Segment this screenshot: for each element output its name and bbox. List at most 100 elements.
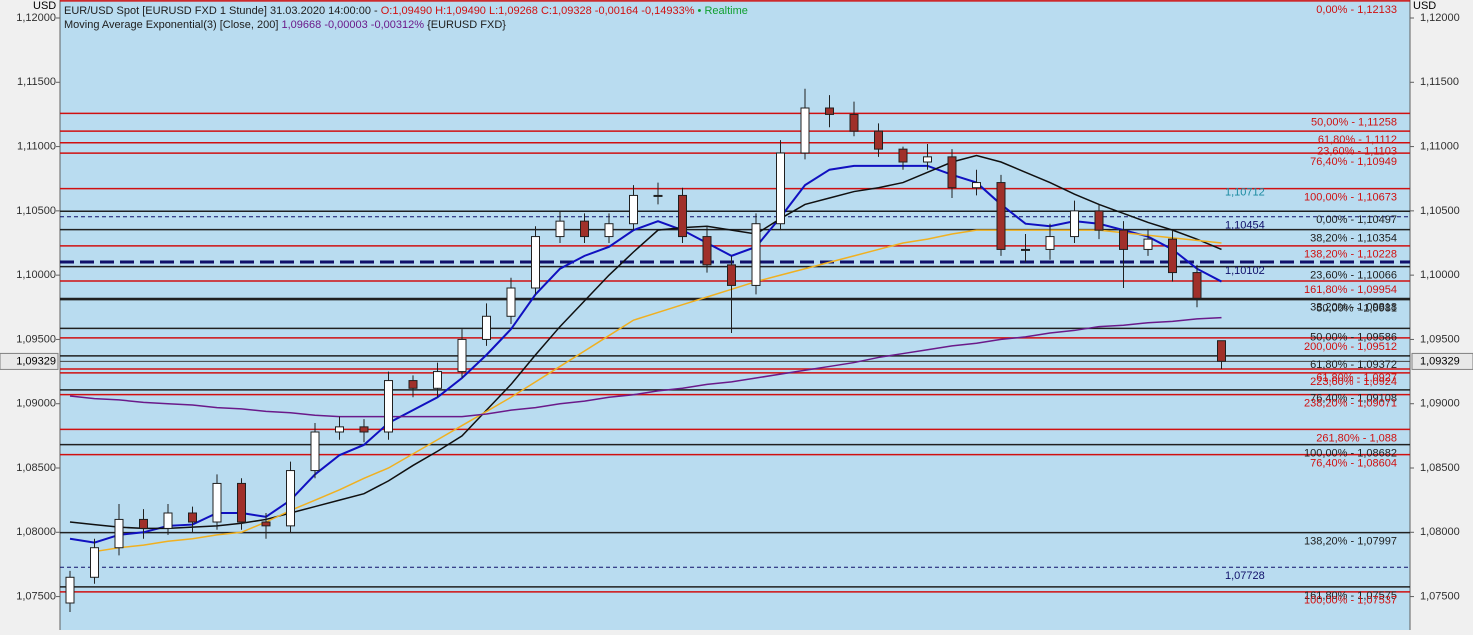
y-tick-label-left: 1,11000 [17,140,56,152]
candle-body [727,264,736,286]
indicator-source: {EURUSD FXD} [427,19,506,31]
candle-body [482,315,491,340]
candle-body [653,194,663,197]
price-tag-right [1411,352,1473,370]
y-tick-label-right: 1,10500 [1420,205,1460,217]
candle-body [580,220,589,238]
y-tick-label-left: 1,10000 [16,269,56,281]
level-label: 261,80% - 1,088 [1316,432,1397,444]
level-label: 50,00% - 1,09586 [1310,331,1397,343]
level-label: 76,40% - 1,08604 [1310,458,1397,470]
level-label: 100,00% - 1,07537 [1304,595,1397,607]
candle-body [286,470,295,527]
level-label: 23,60% - 1,10066 [1310,270,1397,282]
candle-body [433,371,442,389]
candle-body [923,156,932,163]
labels: 0,00% - 1,12133 50,00% - 1,11258 61,80% - … [1225,4,1397,607]
level-label: 138,20% - 1,10228 [1304,249,1397,261]
candle-body [531,236,540,289]
indicators [69,154,1222,553]
header-line-1: EUR/USD Spot [EURUSD FXD 1 Stunde] 31.03… [64,5,748,17]
price-tag-right-label: 1,09329 [1420,355,1460,367]
level-label: 0,00% - 1,12133 [1316,4,1397,16]
indicator-line [94,229,1222,553]
candle-body [188,512,197,523]
level-label: 238,20% - 1,09071 [1304,397,1397,409]
candle-body [261,521,271,527]
annotation-label: 1,10102 [1225,265,1265,277]
candle-body [90,547,99,578]
y-tick-label-right: 1,11500 [1420,76,1459,88]
level-label: 76,40% - 1,10949 [1310,156,1397,168]
unit-label-right: USD [1413,0,1436,12]
header-line-2: Moving Average Exponential(3) [Close, 20… [64,19,506,31]
levels [56,0,1414,598]
candle-body [139,518,148,529]
candle-body [702,236,712,266]
y-tick-label-right: 1,07500 [1420,590,1460,602]
candle-body [506,287,516,317]
annotation-label: 1,10712 [1225,187,1265,199]
candle-body [237,482,246,523]
candle-body [1070,210,1079,238]
candle-body [604,223,614,238]
level-label: 61,80% - 1,09372 [1310,359,1397,371]
candles [65,88,1226,612]
candle-body [898,148,908,163]
y-tick-label-right: 1,10000 [1420,269,1460,281]
candle-body [1217,340,1226,362]
unit-label-left: USD [33,0,56,12]
candle-body [212,482,222,523]
candle-body [972,182,981,189]
candle-body [1094,210,1104,231]
candle-body [947,156,957,189]
candle-body [800,107,810,154]
y-tick-label-right: 1,09500 [1420,333,1460,345]
annotation-label: 1,07728 [1225,570,1265,582]
y-tick-label-right: 1,08500 [1420,462,1460,474]
candle-body [114,518,124,549]
level-label: 161,80% - 1,07575 [1304,590,1397,602]
level-label: 50,00% - 1,11258 [1311,116,1397,128]
symbol: EUR/USD Spot [EURUSD FXD 1 Stunde] 31.03… [64,5,378,17]
candle-body [996,182,1006,250]
candle-body [555,220,565,238]
indicator-line [69,316,1222,418]
price-tag-left-label: 1,09329 [16,355,56,367]
y-tick-label-right: 1,11000 [1420,140,1459,152]
ohlc: O:1,09490 H:1,09490 L:1,09268 C:1,09328 … [381,5,695,17]
indicator-values: 1,09668 -0,00003 -0,00312% [282,19,425,31]
y-tick-label-left: 1,11500 [17,76,56,88]
candle-body [163,512,173,529]
price-tag-left [0,352,59,370]
level-label: 23,60% - 1,1103 [1317,146,1397,158]
y-tick-label-left: 1,08500 [16,462,56,474]
indicator: Moving Average Exponential(3) [Close, 20… [64,19,278,31]
level-label: 223,60% - 1,0924 [1310,376,1397,388]
candle-body [310,431,320,472]
candle-body [1119,229,1128,250]
candle-body [849,113,859,132]
level-label: 100,00% - 1,10673 [1304,192,1397,204]
indicator-line [69,164,1222,544]
y-tick-label-right: 1,09000 [1420,398,1460,410]
candle-body [678,194,687,238]
level-label: 61,80% - 1,0927 [1316,372,1397,384]
candle-body [776,152,785,225]
level-label: 38,20% - 1,09818 [1310,301,1397,313]
level-label: 0,00% - 1,10497 [1316,214,1397,226]
candle-body [629,194,638,225]
y-tick-label-left: 1,09000 [16,398,56,410]
candle-body [1192,272,1202,299]
y-tick-label-right: 1,08000 [1420,526,1460,538]
y-tick-label-left: 1,07500 [16,590,56,602]
candle-body [1021,248,1030,251]
candle-body [1168,238,1177,274]
level-label: 61,80% - 1,1112 [1318,134,1397,146]
y-tick-label-left: 1,12000 [16,12,56,24]
candle-body [1143,238,1153,250]
candle-body [825,107,834,115]
level-label: 100,00% - 1,08682 [1304,448,1397,460]
